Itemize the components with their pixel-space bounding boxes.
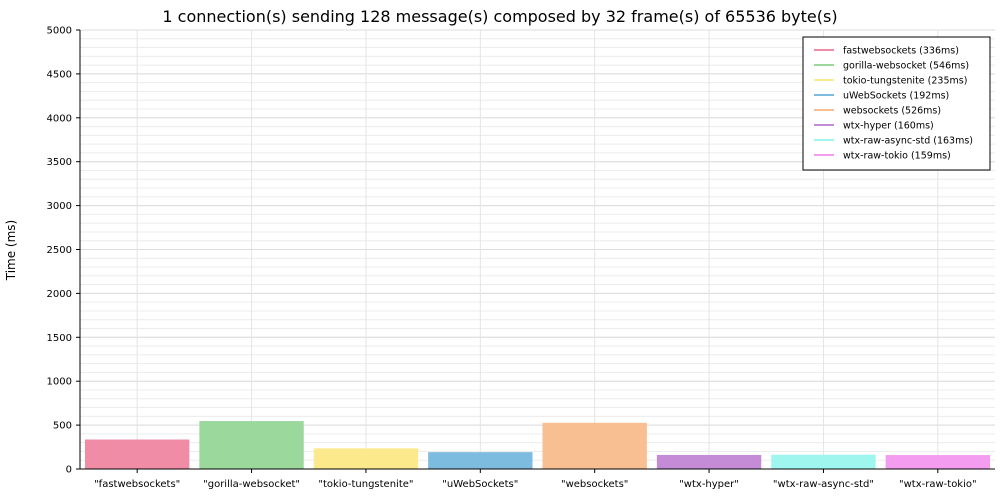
axes: 0 500 1000 1500 2000 2500 3000 3500 4000 4500 5000… [47, 26, 995, 490]
bar-6 [771, 454, 876, 469]
y-tick-label: 2500 [47, 245, 72, 256]
legend-box [802, 36, 991, 171]
y-axis-label: Time (ms) [4, 220, 18, 282]
x-tick-label: "wtx-raw-async-std" [773, 479, 874, 490]
y-tick-label: 4500 [47, 69, 72, 80]
x-tick-label: "websockets" [561, 479, 628, 490]
chart-title: 1 connection(s) sending 128 message(s) c… [162, 7, 837, 26]
y-tick-label: 2000 [47, 289, 72, 300]
y-tick-label: 1000 [47, 377, 72, 388]
y-tick-label: 0 [66, 465, 72, 476]
x-tick-label: "uWebSockets" [442, 479, 518, 490]
bar-2 [313, 448, 419, 469]
x-tick-label: "fastwebsockets" [94, 479, 180, 490]
x-tick-label: "wtx-raw-tokio" [899, 479, 977, 490]
legend-label-2: tokio-tungstenite (235ms) [843, 76, 967, 87]
y-tick-label: 3000 [47, 201, 72, 212]
bar-7 [885, 455, 990, 469]
bar-3 [428, 452, 533, 469]
y-tick-label: 5000 [47, 26, 72, 37]
legend-label-5: wtx-hyper (160ms) [843, 121, 934, 132]
y-tick-label: 4000 [47, 113, 72, 124]
y-tick-label: 1500 [47, 333, 72, 344]
bar-1 [199, 421, 304, 469]
legend: fastwebsockets (336ms) gorilla-websocket … [802, 36, 991, 171]
bar-4 [542, 422, 647, 469]
x-tick-label: "tokio-tungstenite" [318, 479, 413, 490]
bar-0 [85, 439, 190, 469]
legend-label-0: fastwebsockets (336ms) [843, 46, 959, 57]
bar-5 [656, 454, 762, 469]
legend-label-7: wtx-raw-tokio (159ms) [843, 151, 951, 162]
legend-label-3: uWebSockets (192ms) [843, 91, 949, 102]
bars [85, 421, 990, 469]
legend-label-1: gorilla-websocket (546ms) [843, 61, 969, 72]
legend-label-6: wtx-raw-async-std (163ms) [843, 136, 973, 147]
y-tick-label: 3500 [47, 157, 72, 168]
x-tick-label: "wtx-hyper" [679, 479, 739, 490]
y-tick-label: 500 [53, 421, 72, 432]
legend-label-4: websockets (526ms) [843, 106, 941, 117]
x-tick-label: "gorilla-websocket" [203, 479, 300, 490]
